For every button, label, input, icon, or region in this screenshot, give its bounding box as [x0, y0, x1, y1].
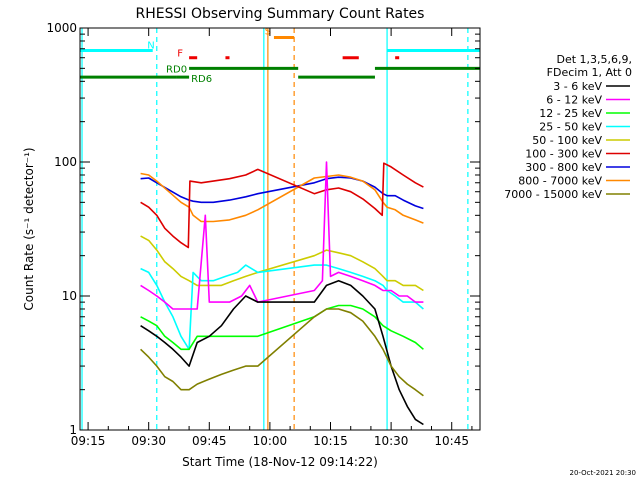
flag-bars: N S F RD0 RD6	[80, 26, 480, 85]
y-tick-label-3: 100	[54, 155, 77, 169]
legend: Det 1,3,5,6,9,FDecim 1, Att 03 - 6 keV6 …	[504, 53, 632, 201]
legend-label-2: 6 - 12 keV	[546, 94, 602, 107]
legend-label-5: 50 - 100 keV	[532, 134, 602, 147]
flag-f-label: F	[177, 49, 183, 60]
series-line-9	[140, 308, 424, 397]
plot-frame	[79, 27, 481, 431]
legend-label-1: 3 - 6 keV	[553, 80, 602, 93]
flag-rd6-label: RD6	[191, 74, 212, 85]
x-tick-label-5: 10:15	[313, 434, 348, 448]
legend-label-4: 25 - 50 keV	[539, 121, 602, 134]
footer-date: 20-Oct-2021 20:30	[570, 469, 636, 477]
chart-title: RHESSI Observing Summary Count Rates	[136, 6, 425, 22]
event-lines	[81, 28, 469, 430]
series-line-1	[140, 176, 424, 210]
x-tick-label-3: 09:45	[192, 434, 227, 448]
legend-header-1: Det 1,3,5,6,9,	[556, 53, 632, 66]
legend-label-3: 12 - 25 keV	[539, 107, 602, 120]
series-line-3	[140, 162, 424, 249]
series-line-5	[140, 264, 424, 351]
x-tick-label-6: 10:30	[374, 434, 409, 448]
y-tick-label-4: 1000	[46, 21, 77, 35]
x-tick-label-4: 10:00	[253, 434, 288, 448]
flag-s-label: S	[265, 26, 271, 37]
y-axis-label: Count Rate (s⁻¹ detector⁻¹)	[22, 147, 36, 310]
legend-label-6: 100 - 300 keV	[525, 148, 602, 161]
axes: 09:15 09:30 09:45 10:00 10:15 10:30 10:45 1 10 10…	[46, 21, 480, 448]
y-tick-label-2: 10	[62, 289, 77, 303]
x-tick-label-2: 09:30	[131, 434, 166, 448]
y-tick-label-1: 1	[69, 423, 77, 437]
x-axis-label: Start Time (18-Nov-12 09:14:22)	[182, 455, 378, 469]
flag-rd0-label: RD0	[166, 64, 187, 75]
legend-label-9: 7000 - 15000 keV	[504, 188, 602, 201]
series-group	[140, 161, 424, 426]
legend-label-8: 800 - 7000 keV	[518, 175, 602, 188]
series-line-2	[140, 172, 424, 224]
x-tick-label-1: 09:15	[71, 434, 106, 448]
flag-n-label: N	[147, 40, 154, 51]
legend-header-2: FDecim 1, Att 0	[547, 66, 632, 79]
series-line-7	[140, 304, 424, 351]
x-tick-label-7: 10:45	[434, 434, 469, 448]
legend-label-7: 300 - 800 keV	[525, 161, 602, 174]
